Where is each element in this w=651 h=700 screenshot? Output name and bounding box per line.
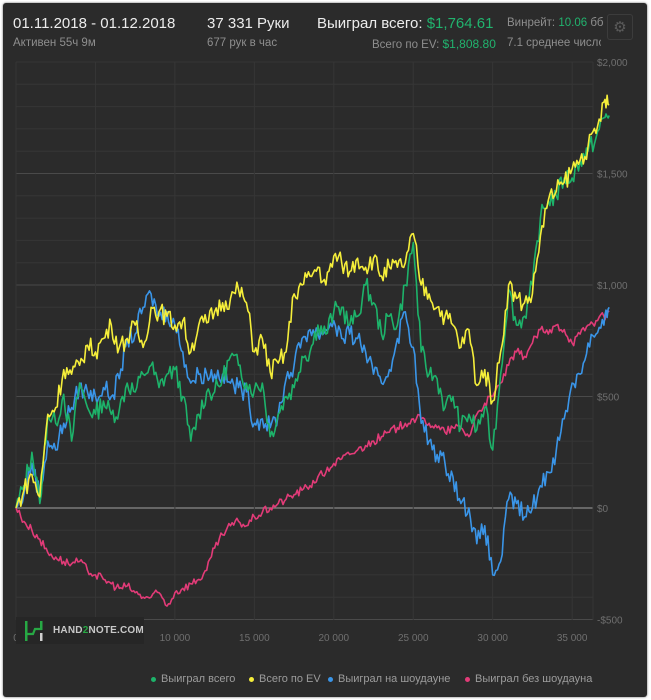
legend-item-ev[interactable]: Всего по EV [249,673,321,685]
legend-dot-icon [249,676,254,682]
y-tick-label: $2,000 [597,58,628,69]
won-total: Выиграл всего: $1,764.61 [317,15,493,32]
won-total-value: $1,764.61 [426,15,494,32]
legend-dot-icon [151,676,156,682]
x-tick-label: 15 000 [239,633,270,644]
x-tick-label: 35 000 [557,633,588,644]
hands-per-hour: 677 рук в час [207,37,278,49]
y-tick-label: $0 [597,504,609,515]
y-tick-label: $1,000 [597,281,628,292]
x-tick-label: 10 000 [160,633,191,644]
active-time: Активен 55ч 9м [13,37,96,49]
legend-dot-icon [328,676,333,682]
series-lines [15,94,610,607]
y-tick-label: $500 [597,393,620,404]
gear-icon: ⚙ [613,19,627,36]
legend-label: Выиграл на шоудауне [338,673,451,685]
avg-text: 7.1 среднее число [507,37,601,49]
winrate: Винрейт: 10.06 бб, [507,17,603,29]
winrate-unit: бб, [590,17,603,29]
legend-item-showdown[interactable]: Выиграл на шоудауне [328,673,450,685]
series-line-nonshowdown [15,310,610,607]
legend-item-nonshowdown[interactable]: Выиграл без шоудауна [465,673,592,685]
legend-item-won[interactable]: Выиграл всего [151,673,235,685]
hand2note-logo: HAND2NOTE.COM [16,617,144,644]
y-tick-label: $1,500 [597,170,628,181]
x-tick-label: 30 000 [477,633,508,644]
legend-label: Выиграл без шоудауна [475,673,593,685]
x-tick-label: 25 000 [398,633,429,644]
ev-label: Всего по EV: [372,39,440,51]
legend-dot-icon [465,676,470,682]
chart-panel: 01.11.2018 - 01.12.2018 Активен 55ч 9м 3… [3,3,647,697]
ev-value: $1,808.80 [442,37,496,51]
hands-count: 37 331 Руки [207,15,290,32]
winrate-label: Винрейт: [507,17,556,29]
x-tick-label: 20 000 [319,633,350,644]
won-total-label: Выиграл всего: [317,15,423,32]
legend-label: Выиграл всего [161,673,236,685]
grid [15,61,594,620]
date-range: 01.11.2018 - 01.12.2018 [13,15,176,32]
chart-svg: $2,000$1,500$1,000$500$0-$500 05 00010 0… [13,58,628,644]
y-tick-label: -$500 [597,616,623,627]
y-axis-ticks: $2,000 $1,500 $1,000 $500 $0 -$500 [597,58,628,627]
winrate-value: 10.06 [558,17,588,29]
legend-label: Всего по EV [259,673,321,685]
series-line-showdown [15,290,610,577]
logo-icon [25,620,43,641]
stats-header: 01.11.2018 - 01.12.2018 Активен 55ч 9м 3… [3,3,647,58]
logo-text: HAND2NOTE.COM [53,625,144,636]
series-line-ev [15,94,610,509]
settings-button[interactable]: ⚙ [607,14,633,40]
ev-total: Всего по EV: $1,808.80 [372,37,496,51]
series-line-won [15,113,610,509]
